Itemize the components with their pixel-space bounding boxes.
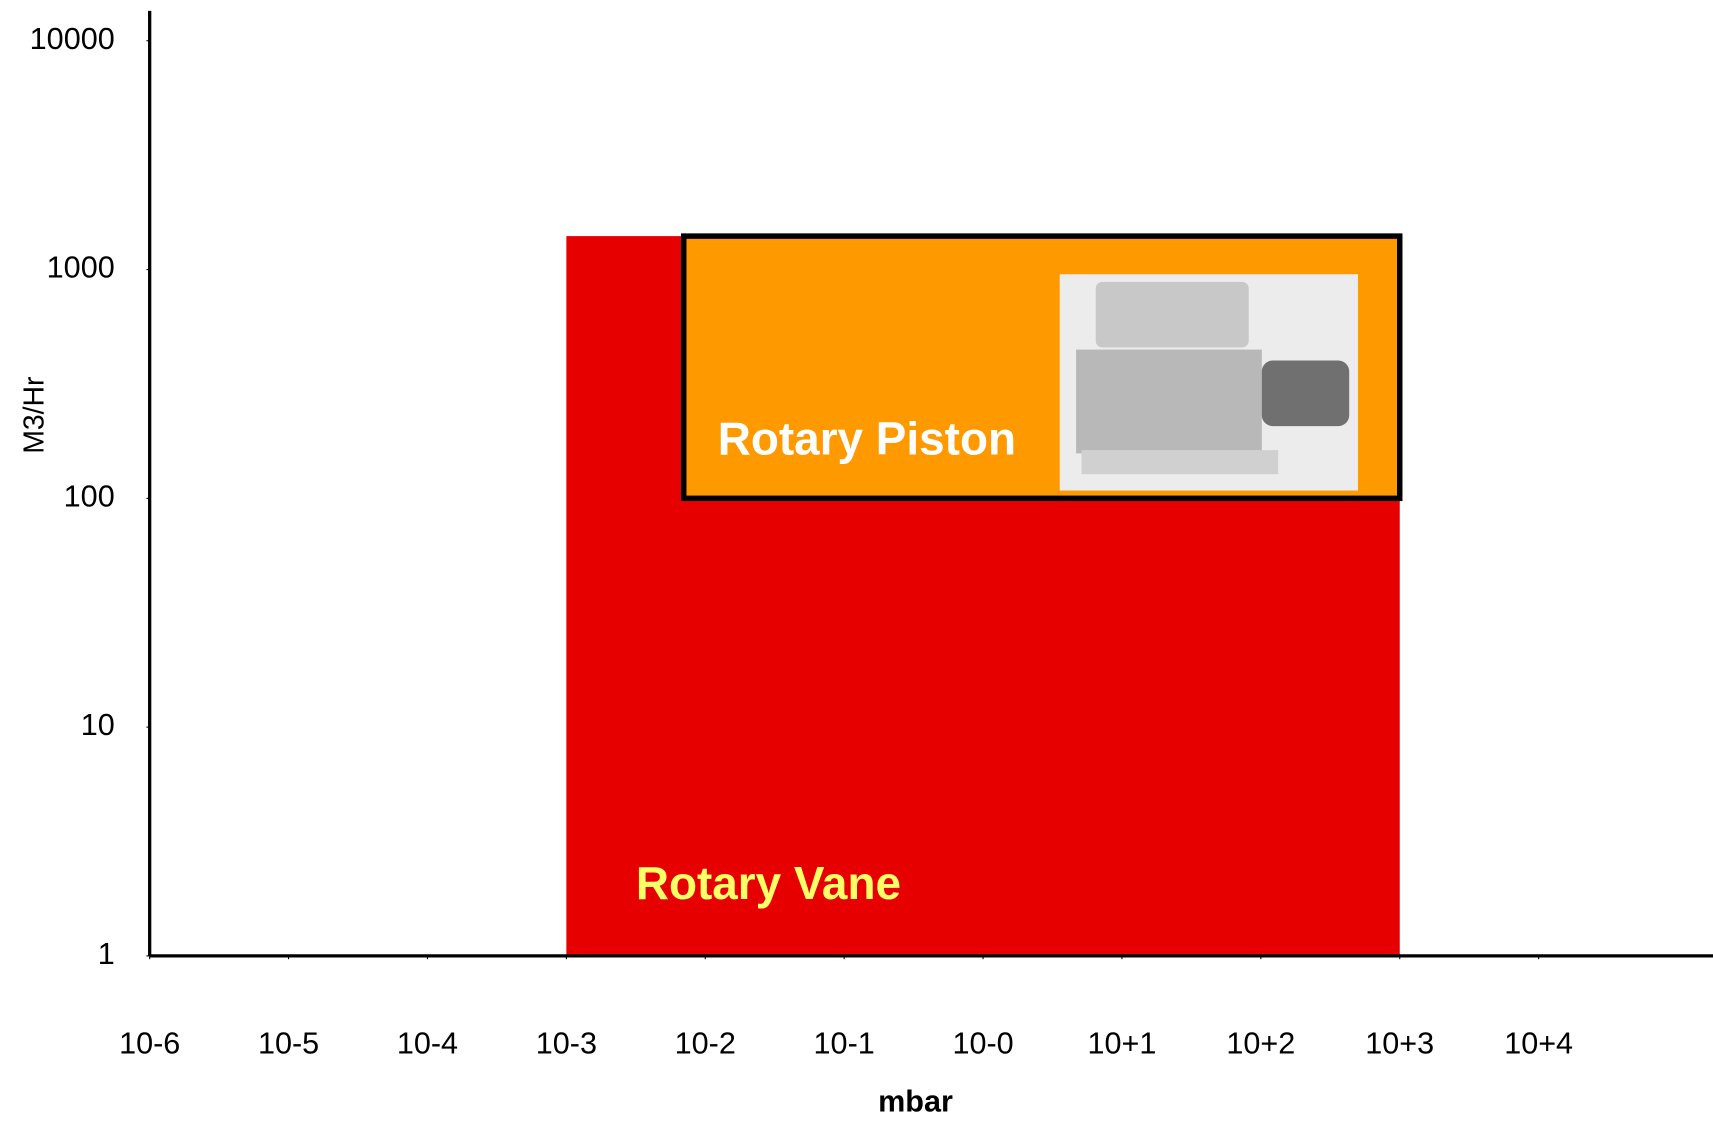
y-tick-label: 10 — [81, 708, 115, 742]
pump-motor — [1261, 360, 1350, 427]
x-tick-label: 10+2 — [1226, 1027, 1295, 1061]
x-tick-label: 10+1 — [1088, 1027, 1157, 1061]
x-tick-label: 10-3 — [536, 1027, 597, 1061]
pump-base — [1081, 450, 1279, 475]
y-tick-label: 1000 — [47, 251, 115, 285]
y-tick-label: 1 — [98, 937, 115, 971]
pump-cover — [1095, 281, 1249, 348]
x-axis-label: mbar — [878, 1084, 953, 1118]
y-tick-label: 10000 — [30, 22, 115, 56]
series-label: Rotary Vane — [636, 857, 901, 909]
x-tick-label: 10-6 — [119, 1027, 180, 1061]
pump-image — [1059, 274, 1358, 491]
x-tick-label: 10-2 — [675, 1027, 736, 1061]
x-tick-label: 10-4 — [397, 1027, 458, 1061]
y-axis-label: M3/Hr — [19, 376, 51, 453]
x-tick-label: 10+3 — [1365, 1027, 1434, 1061]
x-tick-label: 10-0 — [952, 1027, 1013, 1061]
pump-body — [1076, 349, 1262, 454]
x-tick-label: 10+4 — [1504, 1027, 1573, 1061]
x-tick-label: 10-5 — [258, 1027, 319, 1061]
series-label: Rotary Piston — [718, 413, 1016, 465]
y-tick-label: 100 — [64, 479, 115, 513]
x-tick-label: 10-1 — [814, 1027, 875, 1061]
